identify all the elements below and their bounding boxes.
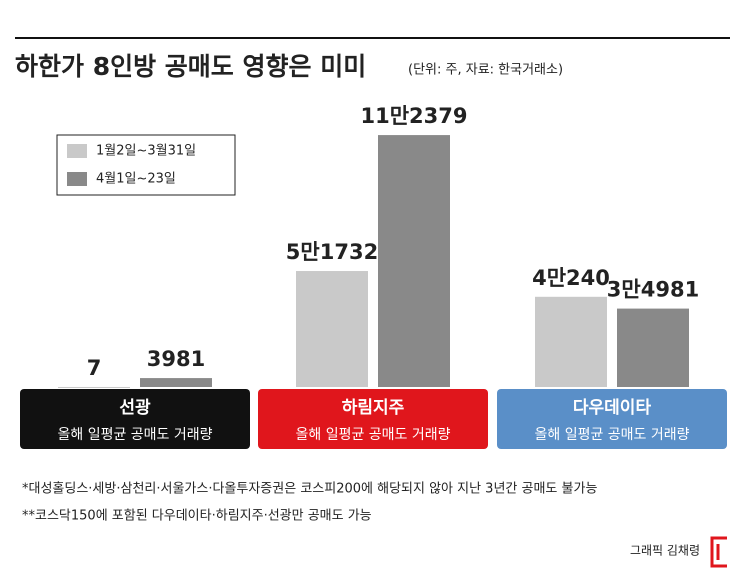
category-label: 선광 xyxy=(119,398,151,418)
value-label: 5만1732 xyxy=(286,240,378,264)
legend-label: 1월2일~3월31일 xyxy=(96,144,196,159)
bar xyxy=(617,308,689,387)
bar xyxy=(140,378,212,387)
value-label: 4만240 xyxy=(532,266,610,290)
value-label: 3만4981 xyxy=(607,278,699,302)
category-box xyxy=(20,389,250,449)
category-label: 하림지주 xyxy=(342,398,405,418)
chart-subtitle: (단위: 주, 자료: 한국거래소) xyxy=(408,63,563,78)
category-sublabel: 올해 일평균 공매도 거래량 xyxy=(534,427,689,443)
value-label: 3981 xyxy=(147,347,205,371)
bar xyxy=(378,135,450,387)
value-label: 11만2379 xyxy=(361,104,468,128)
category-box xyxy=(258,389,488,449)
footnote: **코스닥150에 포함된 다우데이타·하림지주·선광만 공매도 가능 xyxy=(22,509,372,524)
bar xyxy=(296,271,368,387)
legend-swatch xyxy=(67,144,87,158)
category-sublabel: 올해 일평균 공매도 거래량 xyxy=(295,427,450,443)
credit: 그래픽 김채령 xyxy=(630,544,700,558)
category-box xyxy=(497,389,727,449)
chart-title: 하한가 8인방 공매도 영향은 미미 xyxy=(15,52,366,81)
legend-swatch xyxy=(67,172,87,186)
logo-icon xyxy=(710,536,727,568)
bar xyxy=(535,296,607,387)
legend-label: 4월1일~23일 xyxy=(96,172,176,187)
bar xyxy=(58,386,130,388)
category-label: 다우데이타 xyxy=(573,398,652,418)
footnote: *대성홀딩스·세방·삼천리·서울가스·다올투자증권은 코스피200에 해당되지 … xyxy=(22,482,597,497)
value-label: 7 xyxy=(87,356,102,380)
category-sublabel: 올해 일평균 공매도 거래량 xyxy=(57,427,212,443)
